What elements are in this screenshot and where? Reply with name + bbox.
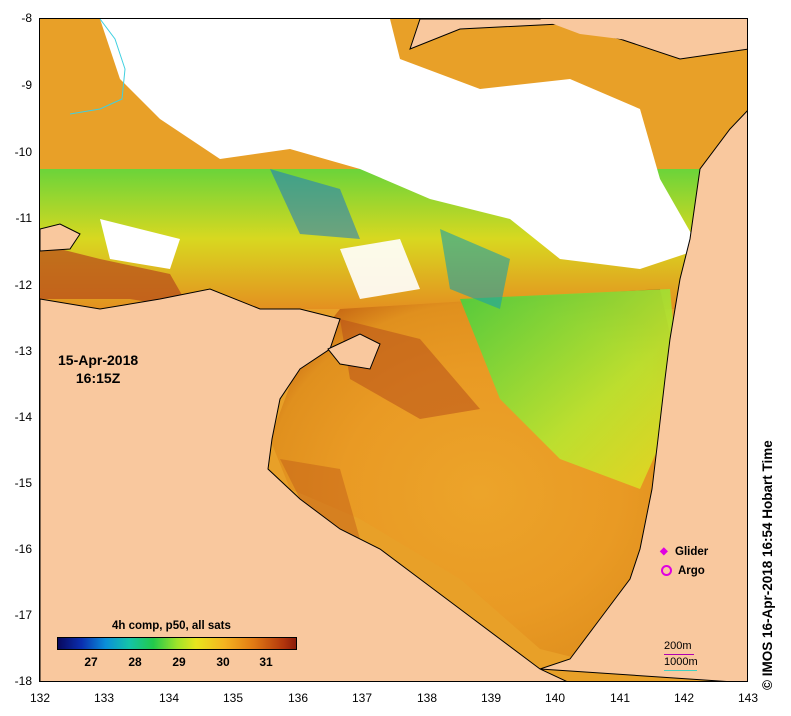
lon-tick-label: 139 <box>480 691 502 705</box>
depth-contour-key: 200m 1000m <box>664 639 698 671</box>
sst-map <box>39 18 748 682</box>
colorbar-tick-label: 31 <box>259 655 273 669</box>
lat-tick-label: -12 <box>14 278 32 292</box>
argo-label: Argo <box>678 564 705 577</box>
cloud-north <box>100 19 700 269</box>
credit-label: IMOS 16-Apr-2018 16:54 Hobart Time <box>760 440 775 677</box>
lat-tick-label: -14 <box>14 410 32 424</box>
lat-tick-label: -8 <box>21 11 32 25</box>
contour-200m-label: 200m <box>664 640 692 652</box>
land-northern-territory <box>40 288 567 681</box>
lon-tick-label: 140 <box>544 691 566 705</box>
lat-tick-label: -13 <box>14 344 32 358</box>
time-text: 16:15Z <box>75 370 121 386</box>
cloud-west <box>100 219 180 269</box>
river-line <box>69 19 126 115</box>
land-top-strip <box>540 19 747 44</box>
contour-200m-line <box>664 654 694 655</box>
glider-label: Glider <box>675 545 709 558</box>
glider-marker-icon: ◆ <box>660 546 668 557</box>
land-groote-eylandt <box>327 333 381 370</box>
lon-tick-label: 135 <box>222 691 244 705</box>
colorbar-tick-label: 27 <box>84 655 98 669</box>
lon-tick-label: 138 <box>416 691 438 705</box>
lat-tick-label: -10 <box>14 145 32 159</box>
lat-tick-label: -11 <box>15 211 32 225</box>
temperature-colorbar <box>57 637 297 650</box>
contour-1000m-label: 1000m <box>664 656 698 668</box>
lat-tick-label: -16 <box>14 542 32 556</box>
cloud-center <box>340 239 420 299</box>
credit-text: © IMOS 16-Apr-2018 16:54 Hobart Time <box>760 440 775 690</box>
lon-tick-label: 142 <box>673 691 695 705</box>
warm-patch-west-coast <box>40 244 190 309</box>
contour-1000m-line <box>664 670 697 671</box>
lon-tick-label: 141 <box>609 691 631 705</box>
lat-tick-label: -15 <box>14 476 32 490</box>
warm-patch-southwest-gulf <box>280 459 360 539</box>
lat-tick-label: -17 <box>14 608 32 622</box>
lon-tick-label: 133 <box>93 691 115 705</box>
timestamp-label: 15-Apr-2018 16:15Z <box>58 351 138 387</box>
legend-item-glider: ◆ Glider <box>660 542 708 561</box>
copyright-symbol: © <box>760 680 775 690</box>
land-cape-york <box>539 110 747 681</box>
lat-tick-label: -9 <box>21 78 32 92</box>
argo-marker-icon <box>661 565 672 576</box>
lon-tick-label: 134 <box>158 691 180 705</box>
date-text: 15-Apr-2018 <box>58 352 139 368</box>
colorbar-tick-label: 28 <box>128 655 142 669</box>
platform-legend: ◆ Glider Argo <box>660 542 708 580</box>
lon-tick-label: 143 <box>737 691 759 705</box>
lon-tick-label: 137 <box>351 691 373 705</box>
legend-item-argo: Argo <box>660 561 708 580</box>
cool-patch-arafura <box>440 229 510 309</box>
land-melville-island <box>40 223 81 252</box>
colorbar-tick-label: 29 <box>172 655 186 669</box>
lon-tick-label: 132 <box>29 691 51 705</box>
colorbar-tick-label: 30 <box>216 655 230 669</box>
lat-tick-label: -18 <box>14 674 32 688</box>
colorbar-title: 4h comp, p50, all sats <box>112 620 231 632</box>
sst-map-graphic <box>40 19 747 681</box>
cool-patch-north <box>270 169 360 239</box>
lon-tick-label: 136 <box>287 691 309 705</box>
gulf-east-cool-water <box>460 289 680 489</box>
